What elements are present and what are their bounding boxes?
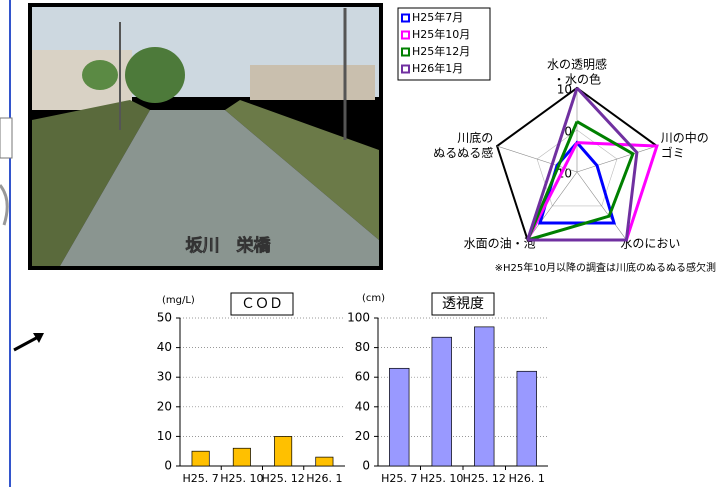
radar-axis-label: ・水の色 [553,73,601,87]
radar-legend [397,7,491,81]
legend-label: H25年10月 [412,27,470,41]
bar [474,326,495,467]
unit-label: (cm) [362,293,385,304]
y-tick-label: 0 [164,459,172,473]
photo-water [60,110,379,266]
side-box [0,117,13,159]
y-tick-label: 50 [157,311,172,325]
radar-axis-label: ゴミ [661,145,685,160]
x-tick-label: H26. 1 [509,472,545,485]
bar [516,370,537,467]
legend-swatch [401,30,410,40]
y-tick-label: 10 [157,429,172,443]
radar-closing-segment [526,121,579,241]
y-tick-label: 80 [355,340,370,354]
radar-axis-label: 水面の油・泡 [464,236,536,250]
x-tick-label: H25. 12 [463,472,506,485]
x-tick-label: H25. 10 [420,472,463,485]
photo-house [32,50,132,110]
chart-title-box [230,292,294,316]
bar [315,456,334,467]
y-tick-label: 30 [157,370,172,384]
radar-tick-label: 0 [564,125,572,139]
radar-spoke [576,171,627,241]
radar-grid [536,129,618,207]
radar-spoke [576,145,657,173]
x-tick-label: H25. 7 [182,472,218,485]
legend-label: H25年12月 [412,44,470,58]
photo-tree [82,60,118,90]
y-tick-label: 0 [362,459,370,473]
radar-spoke [527,171,578,241]
photo-houses [250,65,375,100]
chart-title-box [431,292,495,316]
bar [431,336,452,467]
photo-right-bank [225,100,379,240]
legend-label: H26年1月 [412,61,463,75]
bar [389,367,410,467]
unit-label: (mg/L) [162,295,195,306]
chart-title: 透視度 [442,296,484,312]
legend-label: H25年7月 [412,10,463,24]
radar-tick-label: 10 [557,83,572,97]
bar [232,447,251,467]
x-tick-label: H26. 1 [306,472,342,485]
radar-closing-segment [526,87,579,241]
y-tick-label: 20 [157,399,172,413]
bar [274,436,293,467]
x-tick-label: H25. 12 [261,472,304,485]
bar [191,450,210,467]
legend-swatch [401,13,410,23]
radar-axis-label: 水の透明感 [547,57,607,72]
x-tick-label: H25. 7 [381,472,417,485]
radar-axis-label: 水のにおい [620,236,680,250]
photo-caption: 坂川 栄橋 [186,235,272,256]
side-arrow [13,334,41,352]
radar-note: ※H25年10月以降の調査は川底のぬるぬる感欠測 [495,261,716,274]
y-tick-label: 100 [347,311,370,325]
side-arrowhead [33,333,44,343]
photo: 坂川 栄橋 [28,3,383,270]
radar-series [527,120,635,242]
photo-tree [125,47,185,103]
y-tick-label: 20 [355,429,370,443]
photo-left-bank [32,100,150,266]
radar-series [527,86,639,242]
side-curve [0,184,9,226]
radar-axis-label: 川の中の [661,130,709,145]
y-tick-label: 40 [355,399,370,413]
legend-swatch [401,64,410,74]
chart-title: ＣＯＤ [241,296,283,312]
x-tick-label: H25. 10 [220,472,263,485]
radar-axis-label: 川底の [457,130,493,145]
y-tick-label: 40 [157,340,172,354]
radar-axis-label: ぬるぬる感 [433,145,493,160]
legend-swatch [401,47,410,57]
y-tick-label: 60 [355,370,370,384]
